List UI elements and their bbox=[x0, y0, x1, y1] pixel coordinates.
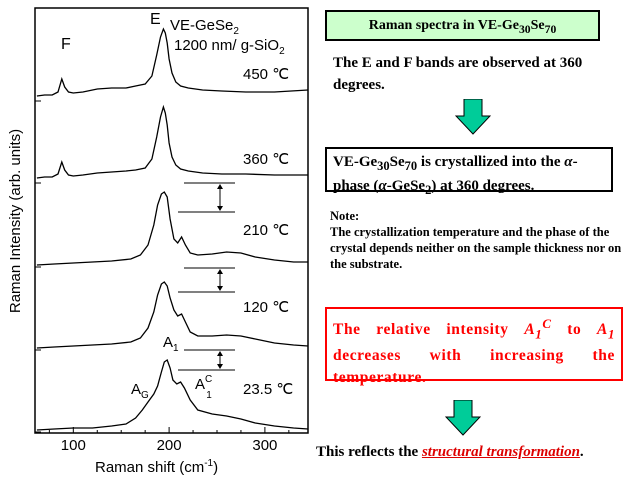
arrow-head bbox=[217, 351, 223, 356]
spectrum-line bbox=[36, 27, 309, 97]
x-tick-label: 100 bbox=[61, 437, 86, 454]
spectra-lines bbox=[36, 27, 309, 431]
plot-frame bbox=[34, 7, 309, 434]
crystallization-box: VE-Ge30Se70 is crystallized into the α-p… bbox=[325, 147, 613, 197]
panel-title: Raman spectra in VE-Ge30Se70 bbox=[325, 10, 600, 41]
series-label-210: 210 ℃ bbox=[243, 222, 289, 239]
spectrum-line bbox=[36, 191, 308, 266]
arrow-head bbox=[217, 184, 223, 189]
series-label-360: 360 ℃ bbox=[243, 151, 289, 168]
down-arrow-icon bbox=[445, 400, 481, 436]
sample-label: VE-GeSe2 bbox=[170, 17, 239, 37]
conclusion-text: This reflects the structural transformat… bbox=[316, 444, 584, 460]
arrow-head bbox=[217, 206, 223, 211]
spectrum-line bbox=[36, 358, 309, 431]
spectrum-line bbox=[36, 281, 309, 349]
spectrum-line bbox=[36, 104, 308, 179]
y-axis-label: Raman Intensity (arb. units) bbox=[7, 129, 24, 313]
peak-label-a1: A1 bbox=[163, 334, 179, 354]
thickness-label: 1200 nm/ g-SiO2 bbox=[174, 37, 285, 57]
note-label: Note: bbox=[330, 209, 360, 223]
peak-label-ag: AG bbox=[131, 381, 149, 401]
axis-ticks: 100 200 300 bbox=[35, 100, 290, 454]
observation-text: The E and F bands are observed at 360 de… bbox=[333, 55, 583, 93]
arrow-head bbox=[217, 364, 223, 369]
intensity-brackets bbox=[178, 182, 235, 371]
series-label-120: 120 ℃ bbox=[243, 299, 289, 316]
x-axis-label: Raman shift (cm-1) bbox=[95, 458, 218, 476]
note-body: The crystallization temperature and the … bbox=[330, 225, 622, 271]
x-tick-label: 200 bbox=[157, 437, 182, 454]
down-arrow-icon bbox=[455, 99, 491, 135]
arrow-head bbox=[217, 286, 223, 291]
peak-label-a1c: AC 1 bbox=[195, 374, 212, 401]
arrow-head bbox=[217, 269, 223, 274]
x-tick-label: 300 bbox=[252, 437, 277, 454]
peak-label-f: F bbox=[61, 36, 71, 53]
peak-label-e: E bbox=[150, 11, 161, 28]
note-text: Note: The crystallization temperature and… bbox=[330, 208, 628, 272]
raman-spectra-chart: 100 200 300 Raman Intensity (arb. units) R… bbox=[7, 7, 309, 476]
series-label-450: 450 ℃ bbox=[243, 66, 289, 83]
series-label-23-5: 23.5 ℃ bbox=[243, 381, 293, 398]
relative-intensity-box: The relative intensity A1C to A1 decreas… bbox=[325, 307, 623, 386]
